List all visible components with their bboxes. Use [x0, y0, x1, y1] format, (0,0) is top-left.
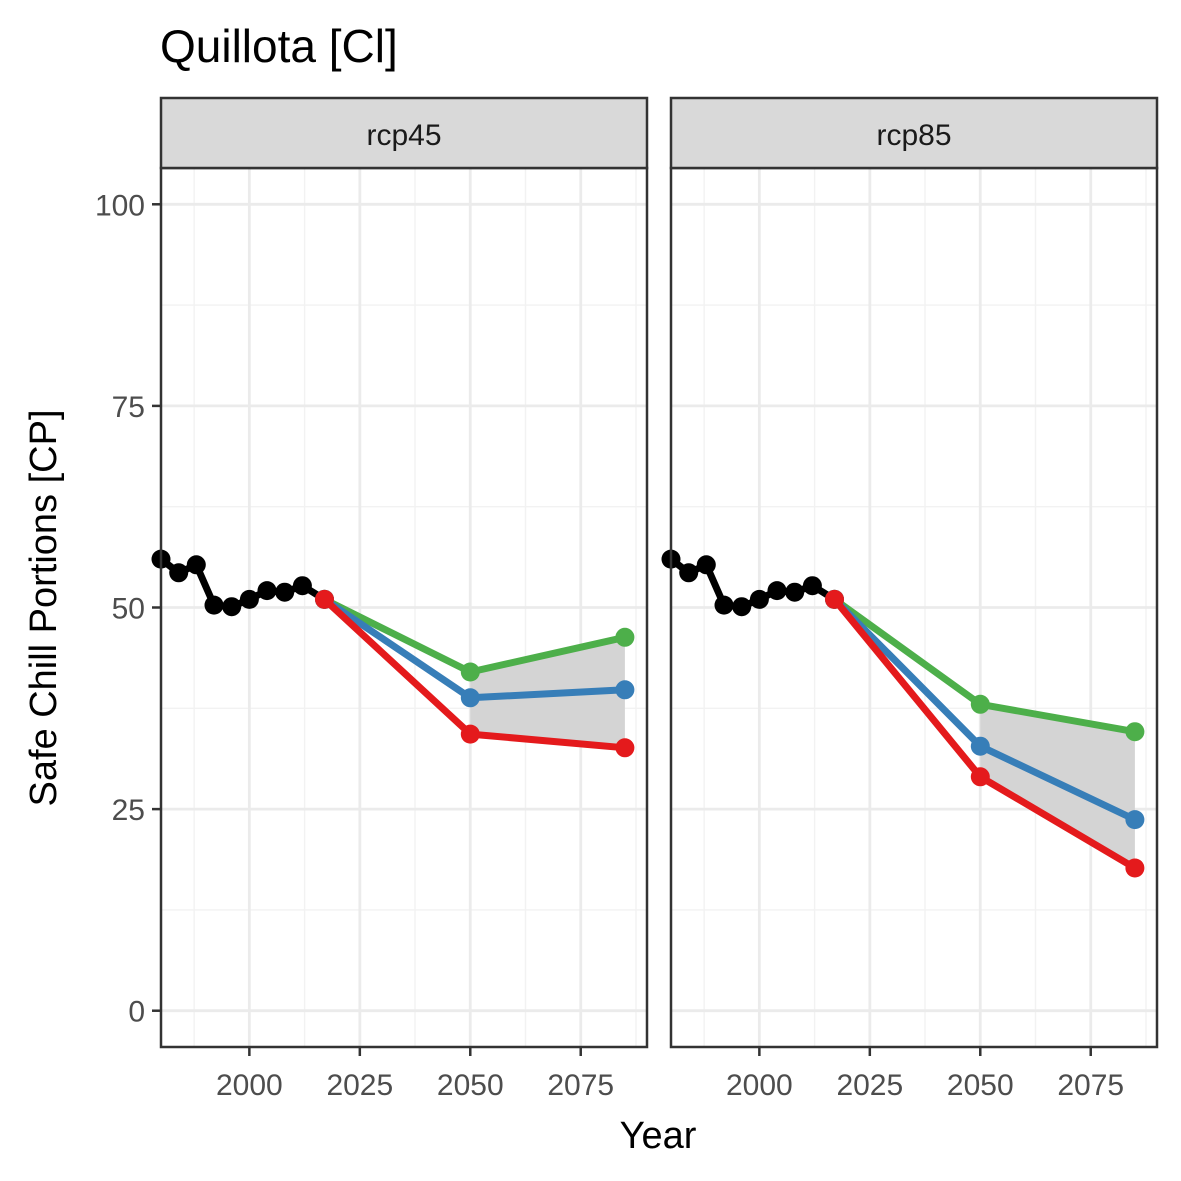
data-point-historic — [749, 589, 769, 609]
data-point-historic — [732, 597, 752, 617]
data-point-median — [615, 680, 635, 700]
y-tick-label: 0 — [128, 996, 145, 1029]
data-point-high — [1125, 722, 1145, 742]
data-point-low — [970, 767, 990, 787]
data-point-low — [825, 589, 844, 609]
data-point-low — [615, 738, 635, 758]
data-point-historic — [785, 582, 805, 602]
x-tick-label: 2025 — [326, 1069, 393, 1102]
data-point-historic — [222, 597, 242, 617]
data-point-low — [460, 724, 480, 744]
data-point-median — [970, 736, 990, 756]
data-point-historic — [275, 582, 295, 602]
x-tick-label: 2000 — [216, 1069, 283, 1102]
data-point-historic — [204, 595, 224, 615]
panels: rcp45 2000 2025 2050 2075 0 25 50 75 100 rcp85 2000… — [95, 96, 1159, 1102]
facet-strip — [669, 96, 1159, 170]
y-axis-title: Safe Chill Portions [CP] — [23, 409, 65, 806]
data-point-historic — [767, 581, 787, 601]
x-tick-label: 2050 — [437, 1069, 504, 1102]
facet-label: rcp45 — [366, 119, 441, 152]
data-point-high — [460, 662, 480, 682]
x-tick-label: 2075 — [1057, 1069, 1124, 1102]
data-point-high — [615, 627, 635, 647]
panel-rcp45: rcp45 2000 2025 2050 2075 0 25 50 75 100 — [95, 96, 649, 1102]
y-tick-label: 50 — [112, 593, 145, 626]
data-point-historic — [714, 595, 734, 615]
facet-strip — [159, 96, 649, 170]
data-point-high — [970, 694, 990, 714]
data-point-historic — [186, 555, 206, 575]
x-tick-label: 2075 — [547, 1069, 614, 1102]
data-point-historic — [802, 576, 822, 596]
data-point-historic — [679, 563, 699, 583]
y-tick-label: 25 — [112, 794, 145, 827]
data-point-historic — [257, 581, 277, 601]
data-point-historic — [239, 589, 259, 609]
data-point-median — [460, 688, 480, 708]
data-point-median — [1125, 810, 1145, 830]
x-tick-label: 2025 — [836, 1069, 903, 1102]
data-point-historic — [696, 555, 716, 575]
data-point-historic — [169, 563, 189, 583]
x-tick-label: 2050 — [947, 1069, 1014, 1102]
chart-title: Quillota [Cl] — [160, 20, 398, 72]
data-point-low — [1125, 858, 1145, 878]
y-tick-label: 100 — [95, 189, 145, 222]
x-tick-label: 2000 — [726, 1069, 793, 1102]
facet-label: rcp85 — [876, 119, 951, 152]
panel-rcp85: rcp85 2000 2025 2050 2075 — [661, 96, 1159, 1102]
data-point-historic — [292, 576, 312, 596]
y-tick-label: 75 — [112, 391, 145, 424]
x-axis-title: Year — [620, 1115, 697, 1157]
data-point-low — [315, 589, 334, 609]
